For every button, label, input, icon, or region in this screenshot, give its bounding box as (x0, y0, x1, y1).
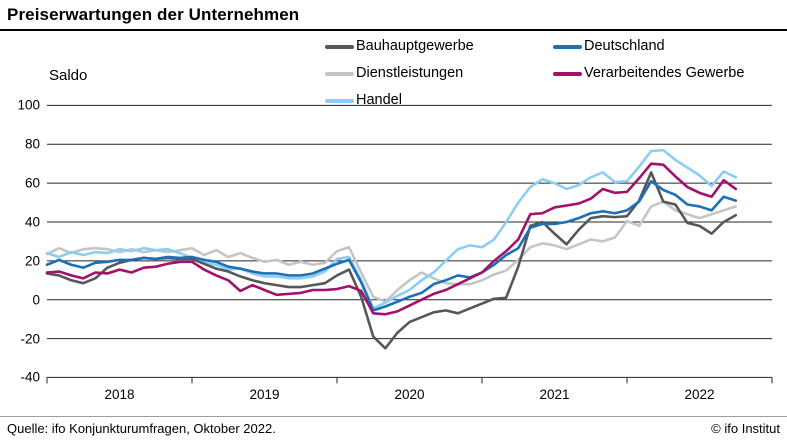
x-tick-label-2022: 2022 (684, 387, 715, 402)
legend-swatch-bauhauptgewerbe (325, 44, 354, 49)
y-tick-label-80: 80 (24, 136, 40, 152)
y-tick-label--40: -40 (20, 369, 40, 385)
legend-label: Bauhauptgewerbe (356, 38, 474, 54)
y-tick-label-40: 40 (24, 214, 40, 230)
x-tick-label-2021: 2021 (539, 387, 570, 402)
legend-swatch-verarbeitendes-gewerbe (553, 71, 582, 76)
x-tick-label-2019: 2019 (249, 387, 280, 402)
legend-item-handel: Handel (325, 90, 553, 111)
x-tick-label-2018: 2018 (104, 387, 135, 402)
y-axis-unit-label: Saldo (49, 67, 88, 84)
legend-swatch-dienstleistungen (325, 71, 354, 76)
series-line-verarbeitendes-gewerbe (45, 162, 738, 316)
legend-item-bauhauptgewerbe: Bauhauptgewerbe (325, 36, 553, 57)
x-tick-label-2020: 2020 (394, 387, 425, 402)
copyright-note: © ifo Institut (711, 421, 780, 436)
legend-label: Handel (356, 92, 402, 108)
legend-label: Dienstleistungen (356, 65, 464, 81)
legend-item-deutschland: Deutschland (553, 36, 785, 57)
legend-swatch-handel (325, 98, 354, 103)
footer-rule (0, 416, 787, 417)
legend-item-dienstleistungen: Dienstleistungen (325, 63, 553, 84)
y-tick-label-100: 100 (17, 97, 40, 113)
series-line-handel (45, 148, 738, 310)
series-line-dienstleistungen (45, 200, 738, 303)
legend-label: Deutschland (584, 38, 665, 54)
page-title: Preiserwartungen der Unternehmen (7, 5, 300, 24)
legend-label: Verarbeitendes Gewerbe (584, 65, 745, 81)
source-note: Quelle: ifo Konjunkturumfragen, Oktober … (7, 421, 276, 436)
y-tick-label-20: 20 (24, 253, 40, 269)
legend-item-verarbeitendes-gewerbe: Verarbeitendes Gewerbe (553, 63, 785, 84)
y-tick-label-0: 0 (32, 292, 40, 308)
title-rule (0, 29, 787, 31)
legend: Bauhauptgewerbe Deutschland Dienstleistung… (325, 36, 785, 111)
y-tick-label--20: -20 (20, 331, 40, 347)
y-tick-label-60: 60 (24, 175, 40, 191)
series-line-deutschland (45, 179, 738, 312)
legend-swatch-deutschland (553, 44, 582, 49)
